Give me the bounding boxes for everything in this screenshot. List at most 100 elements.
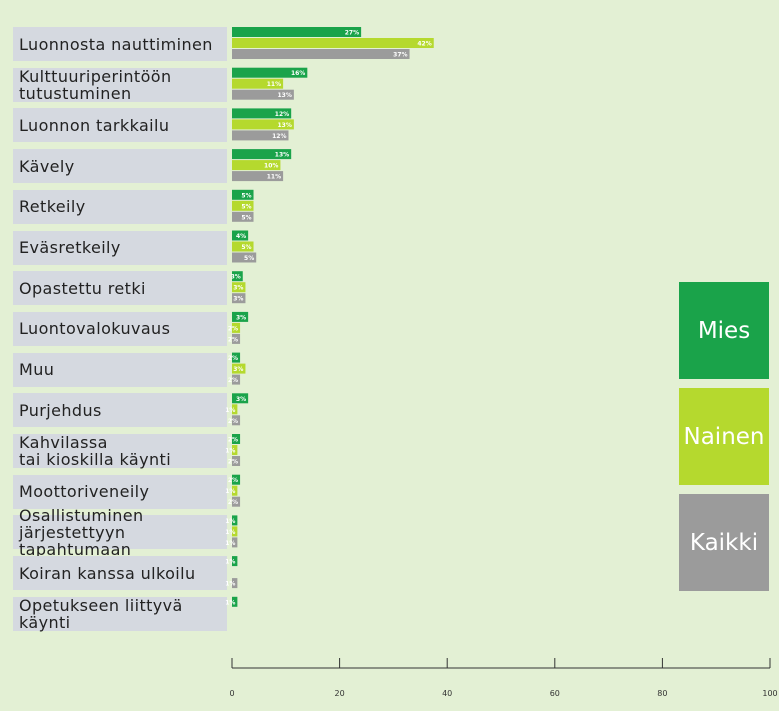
data-label: 2% xyxy=(228,325,238,332)
bar-kaikki xyxy=(232,578,238,589)
category-box: Opetukseen liittyvä käynti xyxy=(13,595,227,632)
bar-kaikki xyxy=(232,537,238,548)
data-label: 2% xyxy=(228,355,238,362)
category-label: Eväsretkeily xyxy=(19,238,121,257)
bar-kaikki xyxy=(232,49,410,59)
bar-mies xyxy=(232,230,249,241)
data-label: 11% xyxy=(267,174,281,181)
category-label: Opastettu retki xyxy=(19,278,146,298)
bar-mies xyxy=(232,67,308,78)
bar-nainen xyxy=(232,200,254,211)
data-label: 42% xyxy=(417,41,431,48)
category-label: Luontovalokuvaus xyxy=(19,319,171,339)
category-label: Osallistuminen järjestettyyn tapahtumaan xyxy=(19,505,144,559)
bar-kaikki xyxy=(232,293,246,304)
bar-kaikki xyxy=(232,456,241,466)
data-label: 10% xyxy=(264,163,278,170)
bar-mies xyxy=(232,311,249,322)
bar-mies xyxy=(232,474,241,485)
data-label: 3% xyxy=(236,396,246,403)
legend-label: Mies xyxy=(697,317,751,344)
bar-mies xyxy=(232,393,249,404)
data-label: 2% xyxy=(228,336,238,343)
legend-label: Kaikki xyxy=(689,529,759,556)
bar-nainen xyxy=(232,322,241,333)
bar-nainen xyxy=(232,445,238,455)
category-box: Luontovalokuvaus xyxy=(13,311,227,346)
data-label: 11% xyxy=(267,81,281,88)
bar-mies xyxy=(232,271,243,282)
bar-nainen xyxy=(232,282,246,293)
bar-kaikki xyxy=(232,171,284,182)
category-box: Purjehdus xyxy=(13,393,227,428)
bar-mies xyxy=(232,149,292,160)
bar-mies xyxy=(232,556,238,567)
data-label: 1% xyxy=(225,448,235,455)
category-label: Muu xyxy=(19,360,55,380)
category-box: Luonnon tarkkailu xyxy=(13,108,227,143)
data-label: 1% xyxy=(225,599,235,606)
bar-mies xyxy=(232,27,362,37)
data-label: 1% xyxy=(225,518,235,525)
bar-kaikki xyxy=(232,415,241,426)
data-label: 5% xyxy=(241,214,251,221)
data-label: 2% xyxy=(228,499,238,506)
bar-nainen xyxy=(232,160,281,171)
category-box: Opastettu retki xyxy=(13,271,227,306)
data-label: 1% xyxy=(225,407,235,414)
data-label: 37% xyxy=(393,52,407,59)
data-label: 3% xyxy=(233,285,243,292)
category-label: Koiran kanssa ulkoilu xyxy=(19,563,196,583)
data-label: 3% xyxy=(231,274,241,281)
data-label: 2% xyxy=(228,477,238,484)
legend-label: Nainen xyxy=(683,423,765,450)
data-label: 5% xyxy=(244,255,254,262)
data-label: 13% xyxy=(277,92,291,99)
x-tick-label: 60 xyxy=(550,689,560,698)
bar-mies xyxy=(232,189,254,200)
bar-mies xyxy=(232,515,238,526)
category-box: Osallistuminen järjestettyyn tapahtumaan xyxy=(13,507,227,558)
bar-kaikki xyxy=(232,130,289,141)
data-label: 5% xyxy=(241,192,251,199)
bar-kaikki xyxy=(232,211,254,222)
data-label: 3% xyxy=(233,296,243,303)
data-label: 2% xyxy=(228,437,238,444)
category-box: Kulttuuriperintöön tutustuminen xyxy=(13,66,227,103)
data-label: 1% xyxy=(225,488,235,495)
legend-item-nainen: Nainen xyxy=(679,388,769,485)
category-label: Kulttuuriperintöön tutustuminen xyxy=(19,66,172,103)
data-label: 5% xyxy=(241,203,251,210)
data-label: 27% xyxy=(345,30,359,37)
category-label: Luonnon tarkkailu xyxy=(19,115,170,135)
category-box: Retkeily xyxy=(13,189,227,224)
bar-nainen xyxy=(232,404,238,415)
bar-kaikki xyxy=(232,89,294,100)
data-label: 2% xyxy=(228,377,238,384)
bar-kaikki xyxy=(232,496,241,507)
data-label: 12% xyxy=(275,111,289,118)
data-label: 13% xyxy=(277,122,291,129)
category-label: Retkeily xyxy=(19,197,86,217)
x-tick-label: 40 xyxy=(442,689,452,698)
category-box: Kävely xyxy=(13,149,227,184)
bar-nainen xyxy=(232,526,238,537)
data-label: 3% xyxy=(233,366,243,373)
data-label: 16% xyxy=(291,70,305,77)
category-label: Moottoriveneily xyxy=(19,482,150,502)
data-label: 13% xyxy=(275,152,289,159)
category-label: Opetukseen liittyvä käynti xyxy=(19,595,183,632)
data-label: 1% xyxy=(225,581,235,588)
data-label: 2% xyxy=(228,459,238,466)
bar-kaikki xyxy=(232,374,241,385)
bar-nainen xyxy=(232,363,246,374)
bar-nainen xyxy=(232,485,238,496)
category-label: Kävely xyxy=(19,156,75,176)
x-tick-label: 0 xyxy=(229,689,234,698)
legend-item-mies: Mies xyxy=(679,282,769,379)
data-label: 5% xyxy=(241,244,251,251)
bar-mies xyxy=(232,434,241,444)
data-label: 3% xyxy=(236,314,246,321)
bar-nainen xyxy=(232,38,434,48)
